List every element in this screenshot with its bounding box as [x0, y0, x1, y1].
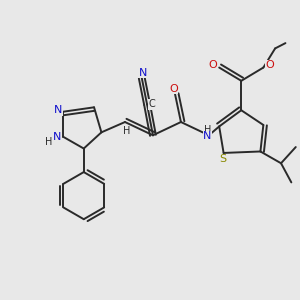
Text: N: N [52, 132, 61, 142]
Text: S: S [220, 154, 226, 164]
Text: H: H [45, 137, 52, 147]
Text: C: C [149, 99, 156, 110]
Text: H: H [204, 125, 211, 135]
Text: N: N [203, 131, 212, 141]
Text: N: N [139, 68, 147, 78]
Text: H: H [123, 126, 130, 136]
Text: O: O [266, 60, 274, 70]
Text: O: O [208, 60, 217, 70]
Text: N: N [54, 105, 62, 115]
Text: O: O [169, 84, 178, 94]
